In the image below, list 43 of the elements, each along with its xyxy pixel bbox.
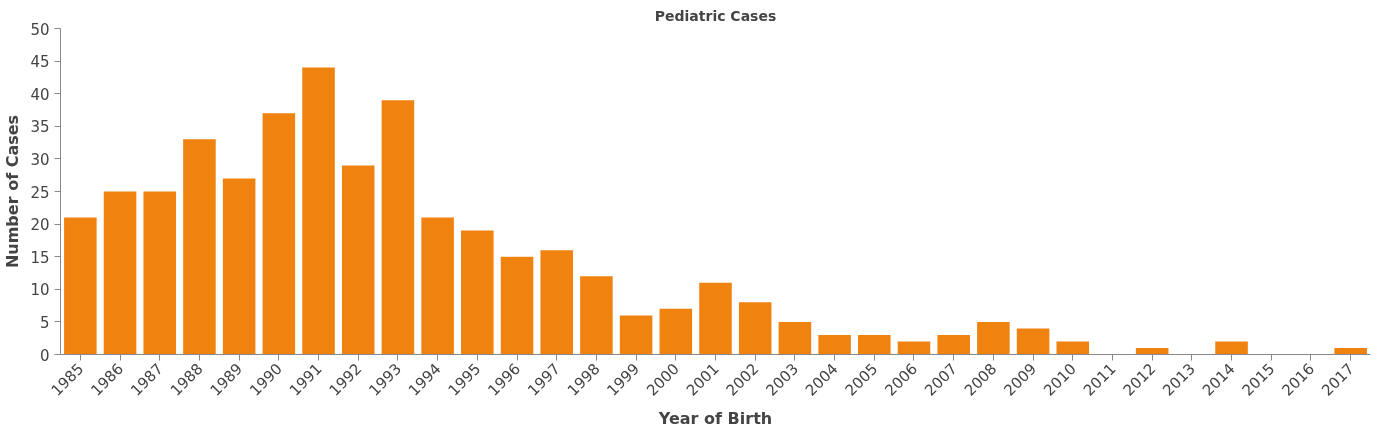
bar [699, 282, 732, 355]
bar [858, 334, 891, 355]
x-axis-title: Year of Birth [657, 408, 773, 428]
bar [222, 178, 256, 355]
bar [421, 217, 454, 355]
y-tick-label: 20 [30, 216, 50, 235]
y-tick-label: 50 [30, 20, 50, 39]
bar [977, 321, 1010, 355]
y-tick-label: 0 [39, 346, 50, 365]
bar [1056, 341, 1090, 355]
bar [103, 191, 137, 355]
y-tick-label: 10 [30, 281, 50, 300]
bar [937, 334, 970, 355]
bar [341, 165, 375, 355]
bar [580, 276, 613, 355]
y-tick-label: 45 [30, 53, 50, 72]
bar [500, 256, 534, 355]
bar [461, 230, 494, 355]
bar [659, 308, 693, 355]
y-tick-label: 15 [30, 248, 50, 267]
y-tick-label: 25 [30, 183, 50, 202]
bar [302, 67, 335, 355]
bar [778, 321, 812, 355]
chart-title: Pediatric Cases [654, 7, 777, 24]
y-axis-title: Number of Cases [3, 114, 23, 269]
bar [738, 302, 772, 355]
bar [64, 217, 97, 355]
bar [1135, 347, 1169, 355]
bar [183, 139, 216, 355]
y-tick-label: 30 [30, 150, 50, 169]
bar [1215, 341, 1248, 355]
bar [1334, 347, 1367, 355]
bar [143, 191, 177, 355]
bar [897, 341, 931, 355]
bar [818, 334, 851, 355]
bar [540, 250, 573, 355]
bar [262, 113, 296, 355]
bar [619, 315, 653, 355]
bar [1016, 328, 1050, 355]
y-tick-label: 35 [30, 118, 50, 137]
bar [381, 100, 415, 355]
y-tick-label: 5 [39, 313, 50, 332]
y-tick-label: 40 [30, 85, 50, 104]
